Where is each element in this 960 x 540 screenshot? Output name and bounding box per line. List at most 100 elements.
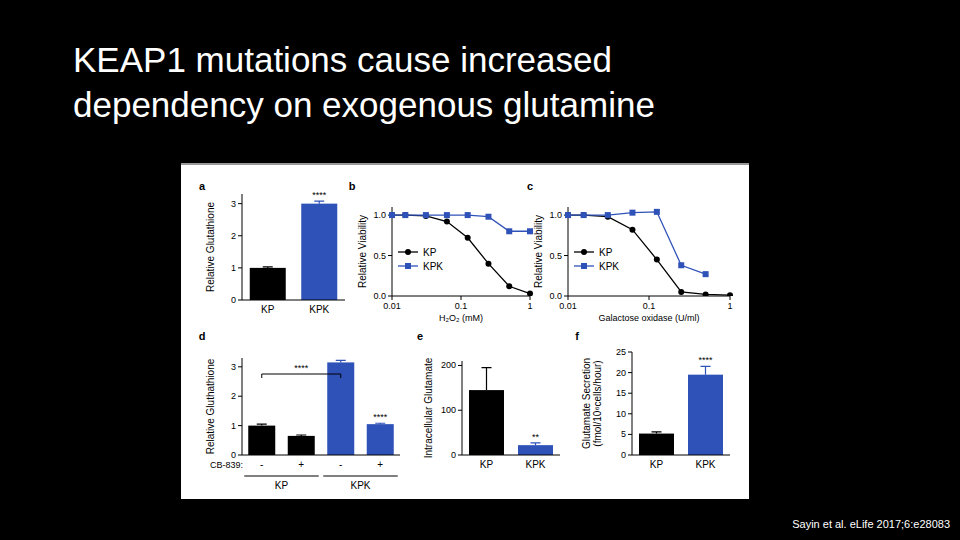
point <box>527 291 533 296</box>
y-axis <box>462 361 463 455</box>
y-axis <box>568 207 569 296</box>
error-bar <box>701 366 711 374</box>
slide: KEAP1 mutations cause increaseddependenc… <box>0 0 960 540</box>
chart-b: bRelative Viability0.00.51.00.010.11H₂O₂… <box>349 180 533 323</box>
y-tick <box>458 455 462 456</box>
bar <box>518 445 553 455</box>
point <box>423 212 429 218</box>
bar <box>639 434 674 455</box>
y-tick-label: 0.5 <box>373 251 386 261</box>
error-bar <box>263 266 273 268</box>
y-tick-label: 200 <box>441 360 456 370</box>
y-axis-label: (fmol/10⁶cells/hour) <box>592 360 603 446</box>
error-bar <box>531 443 541 445</box>
point <box>654 257 660 263</box>
y-axis-label: Relative Viability <box>357 215 368 288</box>
y-tick <box>628 393 632 394</box>
point <box>389 212 395 218</box>
point <box>629 210 635 216</box>
point <box>678 262 684 268</box>
x-tick-label: KP <box>261 304 275 315</box>
x-tick-label: - <box>339 459 342 470</box>
point <box>703 291 709 296</box>
error-bar <box>482 368 492 390</box>
point <box>423 213 429 219</box>
point <box>605 212 611 218</box>
point <box>465 235 471 241</box>
y-tick-label: 0 <box>231 450 236 460</box>
significance: **** <box>373 412 388 422</box>
x-tick <box>530 296 531 300</box>
y-tick-label: 1 <box>231 263 236 273</box>
y-tick <box>238 396 242 397</box>
y-tick <box>458 410 462 411</box>
chart-d: dRelative Gluthathione0123-+-+CB-839:KPK… <box>199 330 400 491</box>
y-tick <box>628 413 632 414</box>
y-tick <box>564 296 568 297</box>
y-tick-label: 2 <box>231 231 236 241</box>
x-tick <box>392 296 393 300</box>
point <box>629 227 635 233</box>
y-axis <box>242 194 243 300</box>
group-line <box>323 476 398 477</box>
point <box>465 212 471 218</box>
marks <box>250 201 338 300</box>
point <box>565 212 571 218</box>
x-axis <box>632 455 730 456</box>
bracket <box>262 374 341 378</box>
significance: **** <box>698 355 713 365</box>
bar <box>469 390 504 455</box>
point <box>485 214 491 220</box>
point <box>506 228 512 234</box>
y-tick-label: 10 <box>616 409 626 419</box>
y-axis <box>632 352 633 455</box>
y-tick <box>628 372 632 373</box>
y-tick <box>238 425 242 426</box>
point <box>703 271 709 277</box>
x-axis <box>242 455 400 456</box>
error-bar <box>336 360 346 362</box>
x-tick <box>730 296 731 300</box>
x-axis-label: Galactose oxidase (U/ml) <box>598 313 699 323</box>
bar <box>288 436 315 455</box>
group-label: KP <box>275 480 289 491</box>
y-tick-label: 0.0 <box>373 291 386 301</box>
panel-letter: a <box>199 180 206 192</box>
y-tick <box>238 455 242 456</box>
error-bar <box>314 201 324 204</box>
y-axis <box>242 358 243 455</box>
series-line <box>568 212 706 274</box>
x-tick-label: 1 <box>727 301 732 311</box>
y-tick-label: 0 <box>621 450 626 460</box>
bar <box>248 426 275 455</box>
x-tick-label: 0.01 <box>559 301 577 311</box>
point <box>581 212 587 218</box>
chart-c: cRelative Viability0.00.51.00.010.11Gala… <box>527 180 733 323</box>
y-tick-label: 25 <box>616 347 626 357</box>
chart-f: fGlutamate Secretion(fmol/10⁶cells/hour)… <box>575 330 730 470</box>
x-tick <box>568 296 569 300</box>
x-tick <box>461 296 462 300</box>
y-tick <box>238 366 242 367</box>
citation: Sayin et al. eLife 2017;6:e28083 <box>792 518 950 530</box>
bar <box>301 204 337 300</box>
y-tick <box>458 365 462 366</box>
y-tick-label: 20 <box>616 368 626 378</box>
error-bar <box>296 434 306 436</box>
y-tick-label: 1.0 <box>373 210 386 220</box>
y-tick-label: 0 <box>231 295 236 305</box>
y-tick-label: 0 <box>451 450 456 460</box>
point <box>402 212 408 218</box>
legend-marker <box>405 263 411 269</box>
y-tick-label: 100 <box>441 405 456 415</box>
legend-label: KPK <box>599 261 619 272</box>
bar <box>688 375 723 455</box>
marks <box>389 212 533 296</box>
y-tick <box>238 267 242 268</box>
marks <box>469 368 553 455</box>
panel-letter: c <box>527 180 533 192</box>
slide-title: dependency on exogenous glutamine <box>73 85 655 124</box>
legend-label: KP <box>423 247 437 258</box>
bar <box>367 424 394 455</box>
series-line <box>392 215 530 293</box>
